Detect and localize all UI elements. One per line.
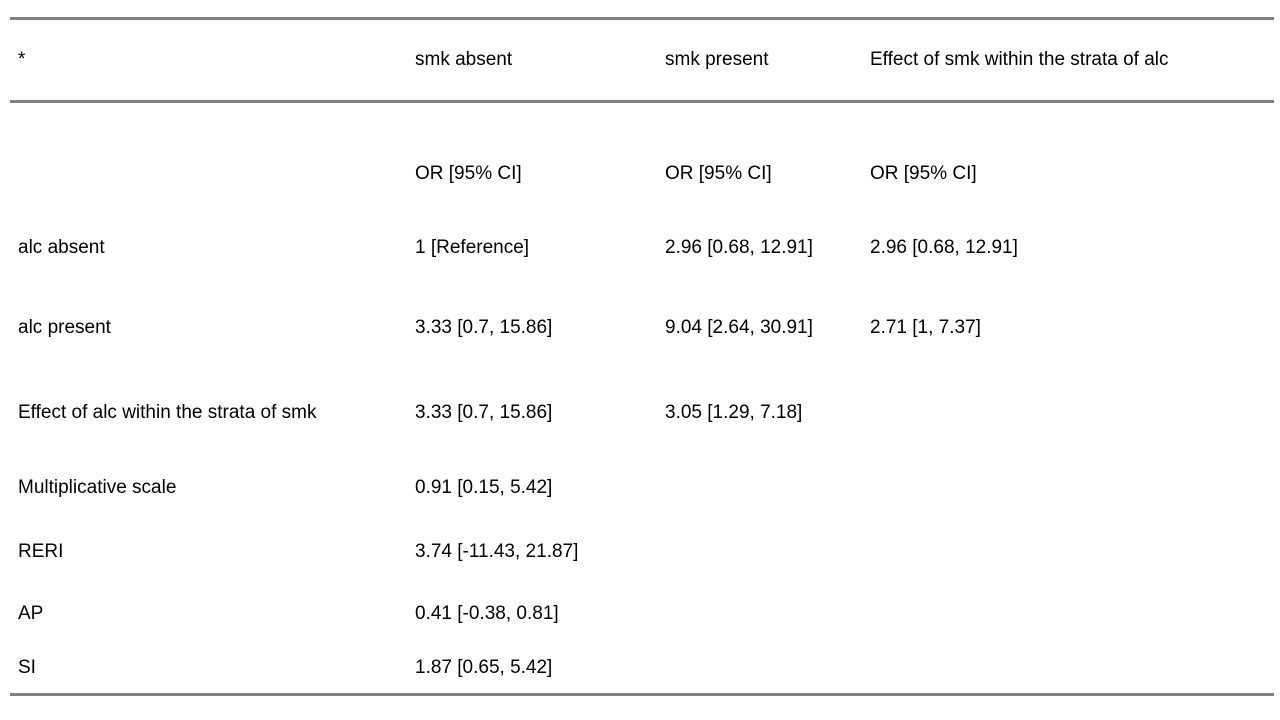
cell-value <box>665 520 870 584</box>
header-row: * smk absent smk present Effect of smk w… <box>10 19 1274 102</box>
cell-or-header-smk-present: OR [95% CI] <box>665 162 772 184</box>
cell-value: 0.41 [-0.38, 0.81] <box>415 602 559 624</box>
header-cell-effect-of-smk: Effect of smk within the strata of alc <box>870 49 1169 70</box>
interaction-results-table-container: * smk absent smk present Effect of smk w… <box>10 17 1274 696</box>
cell-value: 2.96 [0.68, 12.91] <box>665 236 813 258</box>
row-label: alc absent <box>18 236 105 258</box>
cell-value: 2.96 [0.68, 12.91] <box>870 236 1018 258</box>
table-row: SI 1.87 [0.65, 5.42] <box>10 644 1274 695</box>
row-label: SI <box>18 657 36 679</box>
cell-value <box>870 644 1274 695</box>
row-label: RERI <box>18 540 64 562</box>
cell-value <box>870 370 1274 456</box>
cell-value: 0.91 [0.15, 5.42] <box>415 476 553 498</box>
header-cell-smk-present: smk present <box>665 49 769 70</box>
table-row: alc absent 1 [Reference] 2.96 [0.68, 12.… <box>10 210 1274 286</box>
table-header: * smk absent smk present Effect of smk w… <box>10 19 1274 102</box>
cell-value <box>870 456 1274 520</box>
cell-value: 1 [Reference] <box>415 236 530 258</box>
table-body: OR [95% CI] OR [95% CI] OR [95% CI] alc … <box>10 102 1274 695</box>
header-cell-label: * <box>18 49 26 70</box>
cell-value: 9.04 [2.64, 30.91] <box>665 316 813 338</box>
table-row: Multiplicative scale 0.91 [0.15, 5.42] <box>10 456 1274 520</box>
row-label: Effect of alc within the strata of smk <box>18 401 317 423</box>
cell-value: 3.05 [1.29, 7.18] <box>665 401 803 423</box>
header-cell-smk-absent: smk absent <box>415 49 513 70</box>
spacer-row <box>10 102 1274 138</box>
cell-value <box>665 644 870 695</box>
cell-value: 2.71 [1, 7.37] <box>870 316 981 338</box>
table-row: Effect of alc within the strata of smk 3… <box>10 370 1274 456</box>
cell-value: 3.74 [-11.43, 21.87] <box>415 540 579 562</box>
cell-or-header-smk-absent: OR [95% CI] <box>415 162 522 184</box>
row-label: AP <box>18 602 44 624</box>
table-row: RERI 3.74 [-11.43, 21.87] <box>10 520 1274 584</box>
cell-value <box>870 584 1274 644</box>
row-label <box>10 138 415 210</box>
interaction-results-table: * smk absent smk present Effect of smk w… <box>10 17 1274 696</box>
cell-value: 3.33 [0.7, 15.86] <box>415 316 553 338</box>
table-row: AP 0.41 [-0.38, 0.81] <box>10 584 1274 644</box>
cell-value <box>870 520 1274 584</box>
table-row: alc present 3.33 [0.7, 15.86] 9.04 [2.64… <box>10 286 1274 370</box>
table-row: OR [95% CI] OR [95% CI] OR [95% CI] <box>10 138 1274 210</box>
cell-value <box>665 456 870 520</box>
row-label: alc present <box>18 316 111 338</box>
cell-or-header-effect: OR [95% CI] <box>870 162 977 184</box>
row-label: Multiplicative scale <box>18 476 177 498</box>
cell-value: 3.33 [0.7, 15.86] <box>415 401 553 423</box>
cell-value: 1.87 [0.65, 5.42] <box>415 657 553 679</box>
cell-value <box>665 584 870 644</box>
